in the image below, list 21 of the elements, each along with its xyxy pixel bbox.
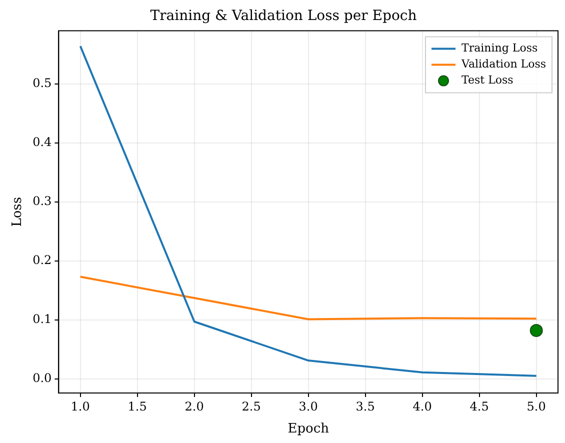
x-tick-label: 3.5 [356, 399, 375, 414]
legend-label: Validation Loss [460, 58, 546, 71]
x-tick-label: 5.0 [526, 399, 546, 414]
legend-label: Test Loss [462, 74, 514, 87]
x-tick-label: 3.0 [298, 399, 318, 414]
y-tick-label: 0.2 [32, 252, 52, 267]
y-axis-title: Loss [10, 196, 26, 227]
x-tick-label: 4.5 [470, 399, 489, 414]
y-tick-label: 0.0 [32, 370, 52, 385]
chart-title: Training & Validation Loss per Epoch [150, 8, 417, 24]
x-tick-label: 2.5 [242, 399, 261, 414]
legend-label: Training Loss [462, 42, 538, 55]
x-tick-label: 1.5 [128, 399, 147, 414]
y-tick-label: 0.1 [32, 312, 52, 326]
y-tick-label: 0.5 [32, 76, 52, 90]
y-tick-label: 0.3 [32, 194, 52, 208]
x-tick-label: 1.0 [70, 399, 90, 414]
x-tick-label: 2.0 [184, 399, 204, 414]
x-tick-label: 4.0 [412, 399, 432, 414]
x-axis-title: Epoch [288, 422, 330, 437]
y-tick-label: 0.4 [32, 135, 52, 150]
